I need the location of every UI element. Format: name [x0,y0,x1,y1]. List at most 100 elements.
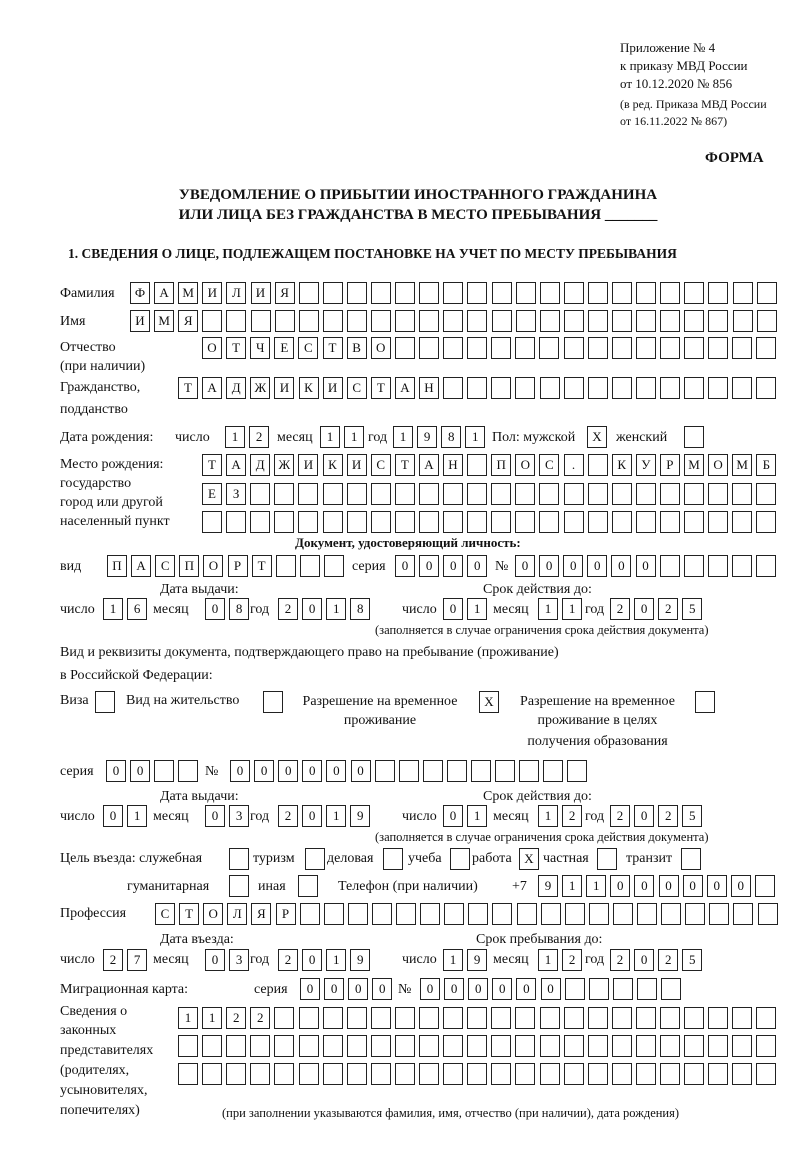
char-cell[interactable]: Т [179,903,200,925]
char-cell[interactable] [756,511,777,533]
char-cell[interactable] [418,511,439,533]
char-cell[interactable]: 0 [492,978,513,1000]
char-cell[interactable]: Б [756,454,777,476]
char-cell[interactable]: 0 [467,555,488,577]
char-cell[interactable]: К [322,454,343,476]
char-cell[interactable]: И [130,310,150,332]
char-cell[interactable] [636,282,657,304]
char-cell[interactable] [467,1007,488,1029]
char-cell[interactable]: 0 [635,555,656,577]
char-cell[interactable] [732,377,753,399]
char-cell[interactable] [471,760,491,782]
char-cell[interactable] [515,1063,536,1085]
char-cell[interactable] [660,377,680,399]
char-cell[interactable]: 1 [344,426,365,448]
char-cell[interactable] [709,903,730,925]
char-cell[interactable]: Т [226,337,247,359]
char-cell[interactable] [684,1007,705,1029]
char-cell[interactable] [275,555,296,577]
char-cell[interactable]: 0 [610,875,631,897]
char-cell[interactable] [659,337,680,359]
char-cell[interactable]: 0 [443,555,464,577]
char-cell[interactable]: С [298,337,319,359]
char-cell[interactable] [708,310,729,332]
char-cell[interactable] [178,1063,198,1085]
char-cell[interactable]: 0 [103,805,123,827]
char-cell[interactable] [587,1063,608,1085]
char-cell[interactable]: 0 [634,949,655,971]
char-cell[interactable]: 1 [202,1007,223,1029]
char-cell[interactable] [422,760,443,782]
char-cell[interactable]: Т [322,337,343,359]
char-cell[interactable]: Я [251,903,272,925]
char-cell[interactable] [684,1063,705,1085]
char-cell[interactable] [756,555,776,577]
char-cell[interactable] [226,511,247,533]
char-cell[interactable]: X [479,691,499,713]
char-cell[interactable]: М [154,310,175,332]
char-cell[interactable] [611,1035,632,1057]
char-cell[interactable]: С [155,903,175,925]
char-cell[interactable]: З [226,483,247,505]
char-cell[interactable] [612,903,633,925]
char-cell[interactable]: 0 [611,555,632,577]
char-cell[interactable] [491,310,512,332]
char-cell[interactable] [684,282,705,304]
char-cell[interactable] [515,310,536,332]
char-cell[interactable] [346,282,367,304]
char-cell[interactable]: О [515,454,536,476]
char-cell[interactable]: М [732,454,753,476]
char-cell[interactable] [732,310,753,332]
char-cell[interactable] [370,483,391,505]
char-cell[interactable]: П [107,555,127,577]
char-cell[interactable] [322,511,343,533]
char-cell[interactable] [419,1035,439,1057]
char-cell[interactable] [660,1007,680,1029]
char-cell[interactable] [305,848,325,870]
char-cell[interactable]: X [587,426,607,448]
char-cell[interactable] [515,1035,536,1057]
char-cell[interactable] [660,310,681,332]
char-cell[interactable] [587,483,608,505]
char-cell[interactable] [250,1063,271,1085]
char-cell[interactable] [396,903,416,925]
char-cell[interactable]: 1 [538,598,558,620]
char-cell[interactable]: 1 [326,805,347,827]
char-cell[interactable] [732,337,753,359]
char-cell[interactable] [418,483,439,505]
char-cell[interactable]: 0 [302,805,323,827]
char-cell[interactable] [443,1063,464,1085]
char-cell[interactable] [491,1035,512,1057]
char-cell[interactable] [347,903,368,925]
char-cell[interactable]: 0 [706,875,727,897]
char-cell[interactable]: 9 [417,426,438,448]
char-cell[interactable] [681,848,701,870]
char-cell[interactable] [467,310,488,332]
char-cell[interactable]: 0 [539,555,560,577]
char-cell[interactable] [659,511,680,533]
char-cell[interactable]: 0 [563,555,584,577]
char-cell[interactable]: Е [202,483,222,505]
char-cell[interactable] [684,377,705,399]
char-cell[interactable]: 1 [443,949,463,971]
char-cell[interactable] [374,760,395,782]
char-cell[interactable]: Т [251,555,272,577]
char-cell[interactable] [298,282,319,304]
char-cell[interactable] [588,903,609,925]
char-cell[interactable] [495,760,516,782]
char-cell[interactable]: 1 [103,598,123,620]
char-cell[interactable]: 1 [538,949,558,971]
char-cell[interactable]: О [202,337,222,359]
char-cell[interactable] [250,1035,271,1057]
char-cell[interactable]: О [370,337,391,359]
char-cell[interactable] [250,483,271,505]
char-cell[interactable]: О [708,454,729,476]
char-cell[interactable] [371,310,391,332]
char-cell[interactable] [299,903,320,925]
char-cell[interactable] [515,511,536,533]
char-cell[interactable] [202,310,223,332]
char-cell[interactable]: А [394,377,415,399]
char-cell[interactable] [708,1035,729,1057]
char-cell[interactable] [419,282,440,304]
char-cell[interactable] [322,1035,343,1057]
